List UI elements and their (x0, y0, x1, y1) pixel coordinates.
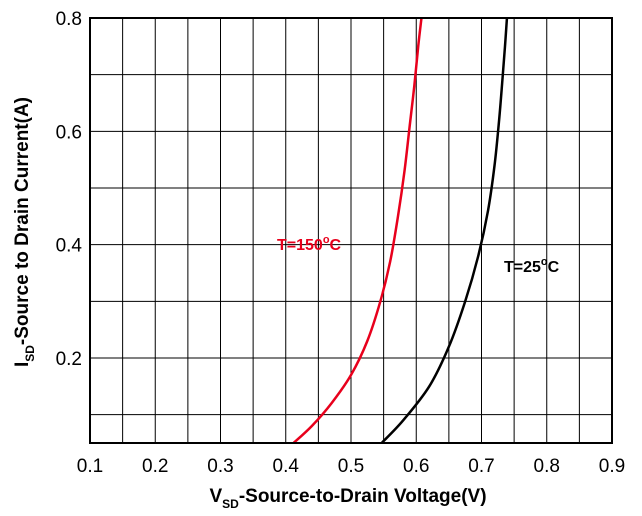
x-tick-label: 0.6 (403, 456, 429, 477)
x-tick-label: 0.4 (273, 456, 300, 477)
x-tick-label: 0.1 (77, 456, 103, 477)
series-label-25c: T=25oC (504, 256, 560, 276)
x-tick-label: 0.7 (468, 456, 494, 477)
x-tick-labels: 0.1 0.2 0.3 0.4 0.5 0.6 0.7 0.8 0.9 (77, 456, 625, 477)
series-line-0 (292, 17, 423, 444)
x-tick-label: 0.9 (599, 456, 625, 477)
y-tick-label: 0.2 (56, 349, 82, 370)
series-line-1 (380, 17, 509, 444)
y-tick-label: 0.6 (56, 122, 82, 143)
y-axis-title: ISD-Source to Drain Current(A) (12, 97, 37, 367)
plot-frame (89, 17, 613, 444)
y-tick-labels: 0.2 0.4 0.6 0.8 (56, 9, 83, 370)
x-tick-label: 0.8 (534, 456, 560, 477)
y-tick-label: 0.8 (56, 9, 82, 30)
x-tick-label: 0.2 (142, 456, 168, 477)
x-tick-label: 0.3 (207, 456, 233, 477)
y-tick-label: 0.4 (56, 236, 83, 257)
x-tick-label: 0.5 (338, 456, 364, 477)
x-axis-title: VSD-Source-to-Drain Voltage(V) (209, 486, 486, 511)
grid (90, 18, 612, 443)
series-label-150c: T=150oC (277, 234, 342, 254)
series-group (292, 17, 509, 444)
